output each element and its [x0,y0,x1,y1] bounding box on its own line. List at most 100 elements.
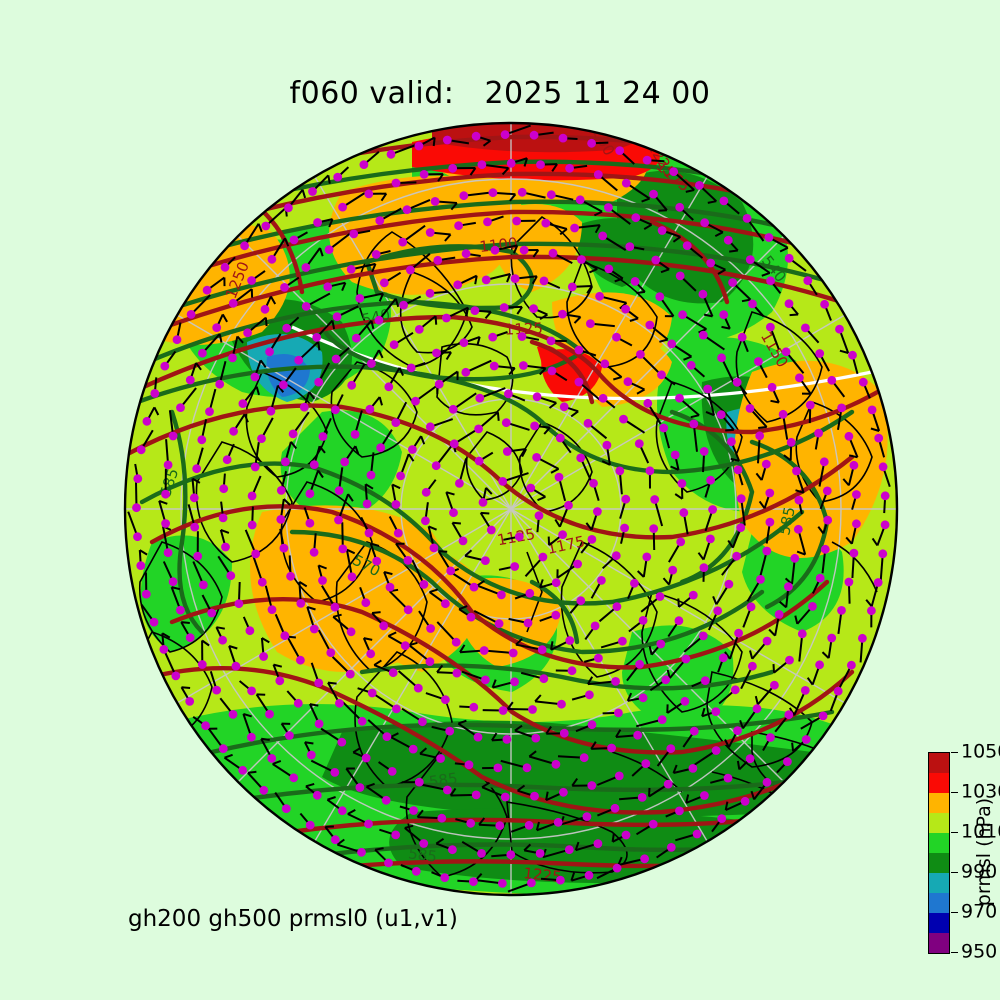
wind-barb [607,206,631,225]
gh500-label: 585 [407,844,438,865]
wind-station-dot [547,366,557,376]
wind-station-dot [689,419,699,429]
wind-station-dot [192,464,202,474]
wind-barb [599,295,627,304]
wind-barb [534,700,562,706]
wind-barb-flag [332,613,342,618]
wind-station-dot [649,524,659,533]
wind-station-dot [535,849,545,858]
wind-station-dot [657,715,667,724]
wind-barb-flag [158,499,168,505]
wind-barb-flag [476,336,481,346]
wind-station-dot [434,379,444,389]
wind-barb-flag [587,676,594,685]
colorbar-band [929,813,949,833]
wind-station-dot [815,573,825,583]
wind-station-dot [172,335,182,345]
wind-barb [269,385,279,412]
wind-barb-flag [574,841,580,851]
wind-barb-flag [648,787,651,797]
wind-barb-flag [685,189,695,193]
wind-station-dot [586,319,595,328]
wind-barb [345,549,353,577]
wind-station-dot [469,582,479,592]
wind-station-dot [661,675,671,685]
wind-station-dot [445,726,455,736]
wind-station-dot [381,795,391,805]
wind-barb [402,224,426,243]
wind-station-dot [698,289,708,299]
wind-station-dot [332,312,342,322]
wind-barb-flag [512,245,519,254]
wind-barb-flag [354,445,360,455]
wind-station-dot [448,845,457,855]
wind-barb-flag [617,856,623,866]
wind-station-dot [734,628,743,638]
colorbar-tick [951,792,958,793]
wind-station-dot [285,731,294,740]
wind-station-dot [461,367,471,377]
wind-station-dot [205,407,214,416]
wind-barb-flag [593,210,603,217]
wind-station-dot [531,733,541,743]
wind-station-dot [510,677,519,687]
wind-station-dot [334,515,343,525]
wind-barb-flag [614,277,624,283]
wind-barb [127,511,139,538]
wind-station-dot [474,424,483,434]
wind-barb [436,621,457,643]
wind-barb-flag [770,399,780,404]
wind-station-dot [477,849,486,858]
wind-barb [252,556,264,583]
wind-barb-flag [626,692,633,702]
wind-station-dot [612,863,622,873]
wind-station-dot [399,300,408,310]
wind-barb-flag [516,306,523,315]
wind-station-dot [312,333,322,342]
wind-station-dot [590,621,600,631]
wind-station-dot [418,717,427,727]
wind-barb [635,718,663,728]
wind-station-dot [585,690,594,700]
wind-station-dot [478,498,488,507]
wind-station-dot [874,433,884,443]
wind-station-dot [385,582,395,592]
wind-station-dot [293,698,303,708]
wind-barb-flag [243,413,249,423]
wind-station-dot [425,228,435,237]
colorbar-band [929,913,949,933]
wind-station-dot [498,706,508,715]
wind-barb [692,423,698,452]
wind-barb-flag [508,367,516,376]
wind-station-dot [506,850,516,860]
wind-barb-flag [660,268,670,274]
wind-barb-flag [736,760,741,770]
wind-station-dot [406,363,416,373]
wind-station-dot [335,698,344,708]
wind-station-dot [257,577,267,587]
wind-barb [740,498,746,526]
wind-station-dot [197,660,207,669]
wind-barb-flag [724,651,731,660]
wind-barb-flag [371,611,381,614]
wind-station-dot [403,605,413,615]
wind-station-dot [675,393,684,403]
wind-station-dot [488,188,498,198]
wind-barb-flag [247,770,257,774]
wind-station-dot [766,733,775,742]
wind-barb-flag [371,263,377,273]
wind-station-dot [557,699,566,709]
wind-station-dot [414,325,424,334]
wind-station-dot [161,519,170,528]
wind-barb-flag [531,275,538,285]
wind-station-dot [815,349,825,358]
wind-station-dot [361,598,371,608]
wind-station-dot [655,592,665,601]
wind-station-dot [330,602,340,612]
wind-station-dot [219,484,229,494]
wind-station-dot [698,631,708,641]
wind-station-dot [517,332,527,341]
wind-station-dot [161,489,170,499]
wind-station-dot [402,205,412,215]
wind-barb [190,294,211,316]
